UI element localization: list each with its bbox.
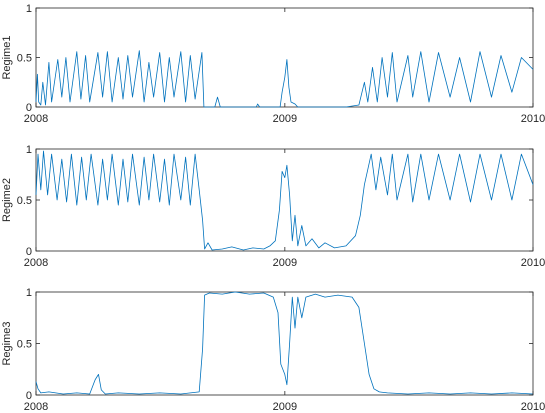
subplot-regime1: 0 0.5 1 2008 2009 2010 Regime1 bbox=[1, 3, 545, 125]
y-tick-label: 0.5 bbox=[17, 53, 32, 65]
series-line bbox=[35, 291, 534, 395]
y-axis-label: Regime2 bbox=[1, 178, 13, 222]
y-tick-label: 0 bbox=[26, 246, 32, 258]
series-line bbox=[35, 150, 534, 251]
series-line bbox=[35, 50, 534, 108]
y-tick-label: 1 bbox=[26, 3, 32, 15]
axes-box bbox=[35, 148, 534, 252]
x-tick-label: 2009 bbox=[273, 401, 297, 413]
y-axis-label: Regime3 bbox=[1, 321, 13, 365]
y-tick-label: 0.5 bbox=[17, 195, 32, 207]
axes-box bbox=[35, 291, 534, 396]
x-tick-label: 2010 bbox=[521, 401, 545, 413]
y-tick-label: 0.5 bbox=[17, 339, 32, 351]
x-tick-label: 2009 bbox=[273, 113, 297, 125]
y-tick-label: 1 bbox=[26, 287, 32, 299]
subplot-regime2: 0 0.5 1 2008 2009 2010 Regime2 bbox=[1, 144, 545, 269]
x-tick-label: 2009 bbox=[273, 257, 297, 269]
x-tick-label: 2008 bbox=[24, 257, 48, 269]
y-tick-label: 0 bbox=[26, 390, 32, 402]
x-tick-label: 2008 bbox=[24, 401, 48, 413]
y-axis-label: Regime1 bbox=[1, 35, 13, 79]
y-tick-label: 1 bbox=[26, 144, 32, 156]
y-tick-label: 0 bbox=[26, 102, 32, 114]
subplot-regime3: 0 0.5 1 2008 2009 2010 Regime3 bbox=[1, 287, 545, 413]
x-tick-label: 2010 bbox=[521, 113, 545, 125]
x-tick-label: 2010 bbox=[521, 257, 545, 269]
x-tick-label: 2008 bbox=[24, 113, 48, 125]
axes-box bbox=[35, 7, 534, 108]
